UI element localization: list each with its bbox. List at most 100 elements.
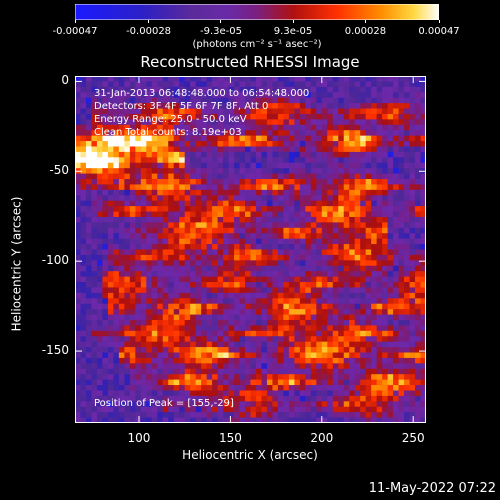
- timestamp: 11-May-2022 07:22: [368, 481, 496, 496]
- heatmap-cell: [343, 227, 350, 234]
- heatmap-cell: [140, 86, 147, 93]
- heatmap-cell: [354, 195, 361, 202]
- heatmap-cell: [118, 206, 125, 213]
- heatmap-cell: [135, 379, 142, 386]
- heatmap-cell: [371, 195, 378, 202]
- heatmap-cell: [409, 374, 416, 381]
- heatmap-cell: [96, 336, 104, 343]
- heatmap-cell: [349, 330, 356, 337]
- heatmap-cell: [113, 309, 120, 316]
- heatmap-cell: [327, 298, 334, 305]
- heatmap-cell: [107, 195, 114, 202]
- heatmap-cell: [376, 103, 383, 110]
- heatmap-cell: [245, 385, 252, 392]
- heatmap-cell: [360, 314, 367, 321]
- heatmap-cell: [310, 179, 317, 186]
- heatmap-cell: [272, 363, 279, 370]
- heatmap-cell: [91, 352, 98, 359]
- heatmap-cell: [250, 412, 257, 419]
- heatmap-cell: [277, 162, 284, 169]
- heatmap-cell: [387, 162, 394, 169]
- heatmap-cell: [288, 292, 295, 299]
- heatmap-cell: [140, 249, 147, 256]
- heatmap-cell: [75, 347, 82, 354]
- heatmap-cell: [332, 76, 339, 83]
- heatmap-cell: [272, 379, 279, 386]
- heatmap-cell: [371, 379, 378, 386]
- annotation-time-range: 31-Jan-2013 06:48:48.000 to 06:54:48.000: [94, 88, 310, 99]
- heatmap-cell: [135, 206, 142, 213]
- heatmap-cell: [184, 189, 191, 196]
- heatmap-cell: [168, 276, 175, 283]
- heatmap-cell: [234, 173, 241, 180]
- heatmap-cell: [151, 357, 158, 364]
- heatmap-cell: [349, 325, 356, 332]
- heatmap-cell: [310, 249, 317, 256]
- heatmap-cell: [343, 206, 350, 213]
- heatmap-cell: [140, 211, 147, 218]
- heatmap-cell: [173, 325, 180, 332]
- heatmap-cell: [393, 298, 400, 305]
- heatmap-cell: [118, 265, 125, 272]
- heatmap-cell: [195, 184, 202, 191]
- heatmap-cell: [102, 347, 109, 354]
- heatmap-cell: [212, 260, 219, 267]
- heatmap-cell: [283, 130, 290, 137]
- heatmap-cell: [310, 184, 317, 191]
- heatmap-cell: [129, 319, 136, 326]
- heatmap-cell: [201, 244, 208, 251]
- heatmap-cell: [398, 395, 405, 402]
- heatmap-cell: [223, 374, 230, 381]
- heatmap-cell: [239, 374, 246, 381]
- heatmap-cell: [255, 200, 263, 207]
- heatmap-cell: [102, 179, 109, 186]
- heatmap-cell: [179, 130, 186, 137]
- heatmap-cell: [179, 298, 186, 305]
- heatmap-cell: [239, 151, 246, 158]
- heatmap-cell: [343, 162, 350, 169]
- heatmap-cell: [151, 395, 158, 402]
- heatmap-cell: [398, 108, 405, 115]
- heatmap-cell: [376, 222, 383, 229]
- heatmap-cell: [376, 184, 383, 191]
- heatmap-cell: [310, 379, 317, 386]
- heatmap-cell: [124, 406, 131, 413]
- heatmap-cell: [102, 76, 109, 83]
- heatmap-cell: [223, 173, 230, 180]
- heatmap-cell: [118, 92, 125, 99]
- heatmap-cell: [288, 211, 295, 218]
- heatmap-cell: [294, 206, 301, 213]
- heatmap-cell: [75, 352, 82, 359]
- heatmap-cell: [387, 141, 394, 148]
- heatmap-cell: [354, 417, 361, 423]
- heatmap-cell: [146, 390, 153, 397]
- heatmap-cell: [415, 173, 422, 180]
- heatmap-cell: [321, 146, 328, 153]
- heatmap-cell: [393, 195, 400, 202]
- heatmap-cell: [371, 352, 378, 359]
- heatmap-cell: [151, 206, 158, 213]
- heatmap-cell: [266, 298, 274, 305]
- heatmap-cell: [261, 395, 268, 402]
- heatmap-cell: [338, 92, 345, 99]
- heatmap-cell: [184, 336, 191, 343]
- heatmap-cell: [129, 222, 136, 229]
- heatmap-cell: [151, 282, 158, 289]
- heatmap-cell: [321, 298, 328, 305]
- heatmap-cell: [184, 216, 191, 223]
- heatmap-cell: [102, 374, 109, 381]
- heatmap-cell: [146, 206, 153, 213]
- heatmap-cell: [173, 227, 180, 234]
- heatmap-cell: [124, 184, 131, 191]
- heatmap-cell: [113, 319, 120, 326]
- heatmap-cell: [305, 292, 312, 299]
- heatmap-cell: [173, 195, 180, 202]
- heatmap-cell: [321, 227, 328, 234]
- heatmap-cell: [316, 292, 323, 299]
- heatmap-cell: [415, 227, 422, 234]
- heatmap-cell: [113, 86, 120, 93]
- heatmap-cell: [354, 341, 361, 348]
- heatmap-cell: [118, 395, 125, 402]
- x-tick-label: 200: [310, 431, 334, 445]
- heatmap-cell: [415, 76, 422, 83]
